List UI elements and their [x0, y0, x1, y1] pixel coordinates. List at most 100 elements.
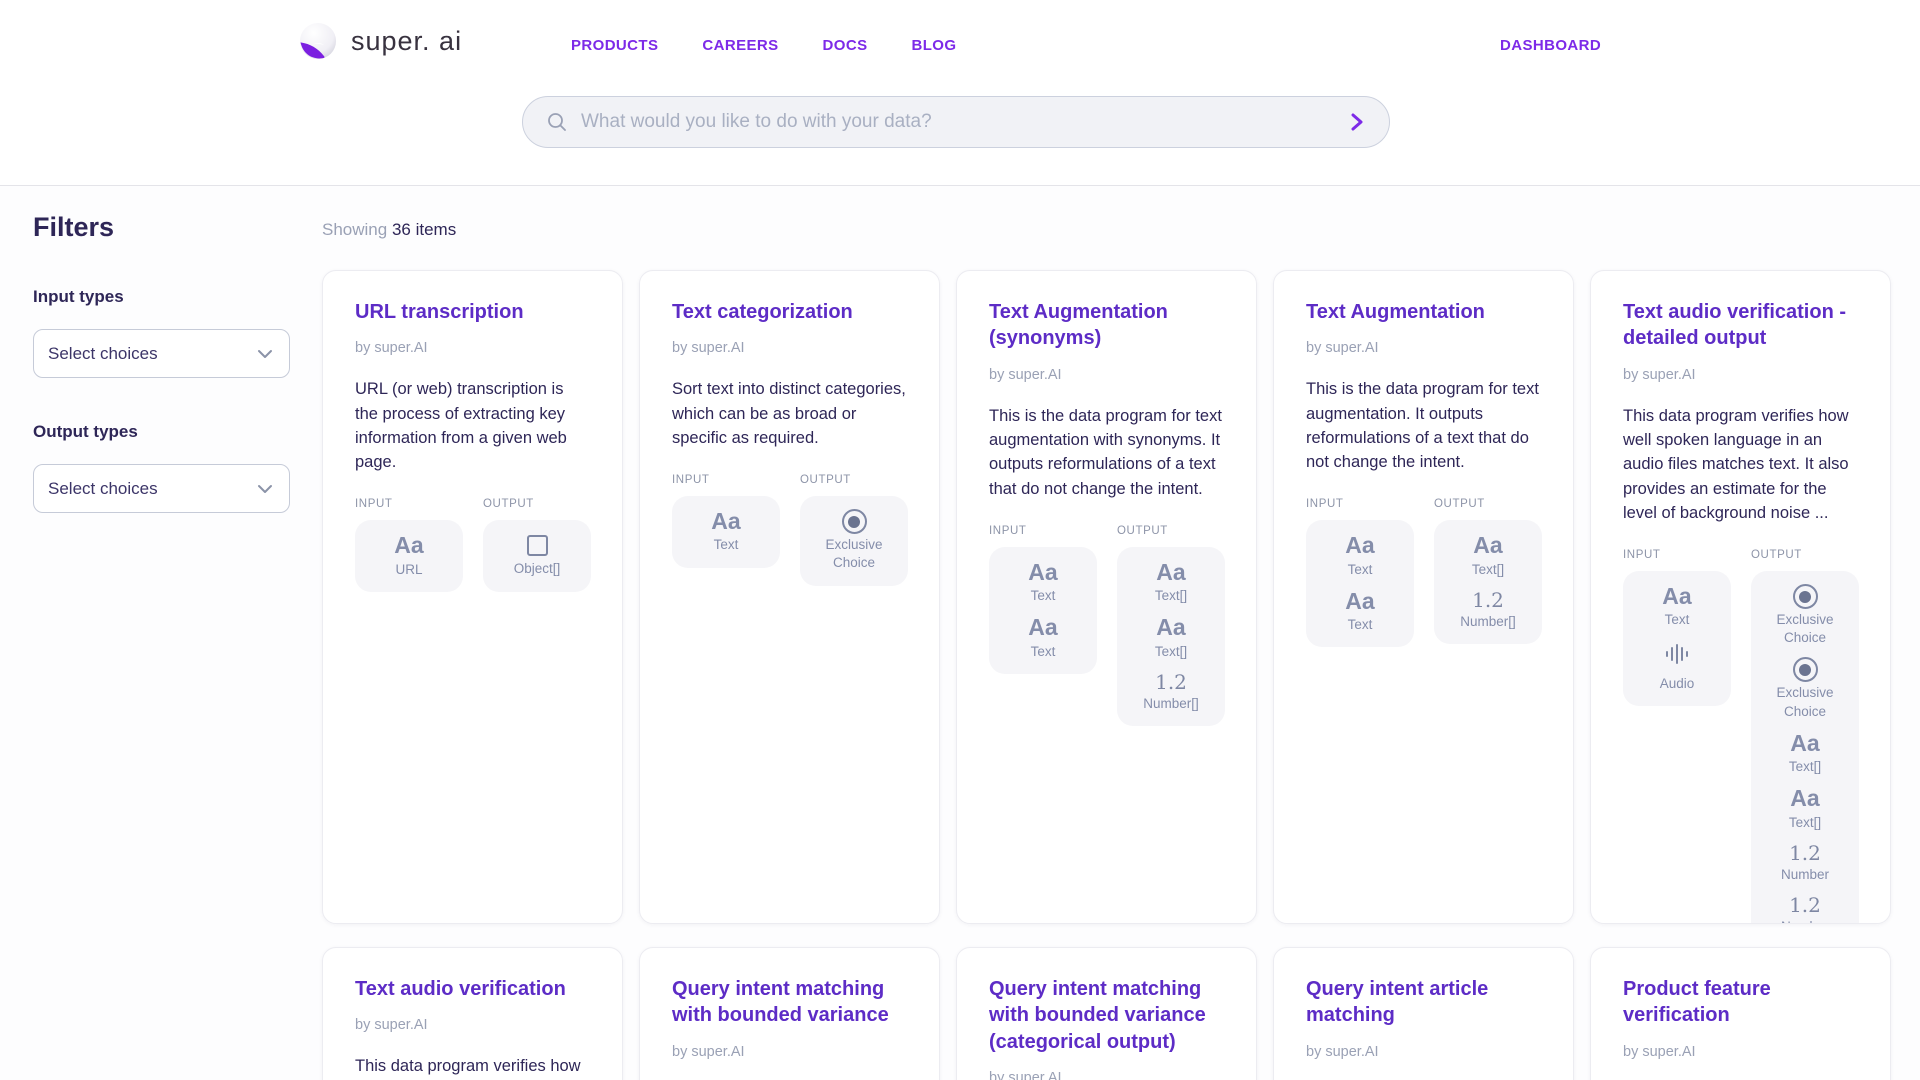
io-item-label: Text — [1347, 617, 1373, 633]
search-bar[interactable] — [522, 96, 1390, 148]
program-card[interactable]: Query intent article matching by super.A… — [1273, 947, 1574, 1080]
card-author: by super.AI — [355, 340, 428, 357]
card-title[interactable]: Text audio verification - detailed outpu… — [1623, 301, 1846, 350]
text-icon: Aa — [394, 532, 424, 559]
io-item: Exclusive Choice — [1759, 657, 1851, 720]
output-label: OUTPUT — [1117, 524, 1168, 537]
nav-blog[interactable]: BLOG — [911, 37, 957, 54]
text-icon: Aa — [1028, 558, 1058, 585]
program-card[interactable]: Product feature verification by super.AI… — [1590, 947, 1891, 1080]
io-item-label: Text — [713, 537, 739, 553]
card-io: INPUT Aa URL OUTPUT Object[] — [355, 498, 591, 592]
program-card[interactable]: Text audio verification by super.AI This… — [322, 947, 623, 1080]
object-icon — [526, 535, 548, 557]
io-item-label: Number[] — [1460, 613, 1516, 629]
text-icon: Aa — [1790, 785, 1820, 812]
nav-products[interactable]: PRODUCTS — [571, 37, 659, 54]
io-item-label: Number — [1781, 918, 1829, 923]
text-icon: Aa — [1473, 532, 1503, 559]
io-item-label: Text[] — [1154, 588, 1188, 604]
card-title[interactable]: Text categorization — [672, 301, 853, 323]
io-item-label: Exclusive Choice — [1776, 685, 1834, 719]
program-card[interactable]: Query intent matching with bounded varia… — [956, 947, 1257, 1080]
output-chip: Exclusive Choice Exclusive Choice Aa Text[]… — [1751, 571, 1859, 923]
main-nav: PRODUCTS CAREERS DOCS BLOG — [571, 37, 956, 54]
program-card[interactable]: Query intent matching with bounded varia… — [639, 947, 940, 1080]
text-icon: Aa — [1028, 614, 1058, 641]
output-label: OUTPUT — [483, 498, 534, 511]
nav-dashboard[interactable]: DASHBOARD — [1500, 37, 1602, 54]
card-title[interactable]: Product feature verification — [1623, 978, 1771, 1027]
program-card[interactable]: URL transcription by super.AI URL (or we… — [322, 270, 623, 924]
card-author: by super.AI — [355, 1017, 428, 1034]
card-title[interactable]: Query intent matching with bounded varia… — [989, 978, 1206, 1053]
io-item: Aa Text — [1028, 614, 1058, 661]
text-icon: Aa — [1345, 532, 1375, 559]
io-item: 1.2 Number[] — [1143, 671, 1199, 713]
io-input-column: INPUT Aa URL — [355, 498, 463, 592]
top-bar: super. ai PRODUCTS CAREERS DOCS BLOG DAS… — [0, 0, 1920, 90]
number-icon: 1.2 — [1789, 840, 1821, 865]
card-title[interactable]: Text audio verification — [355, 978, 566, 1000]
output-types-select[interactable]: Select choices — [33, 464, 290, 513]
card-io: INPUT Aa Text Aa Text OUTPUT Aa Text[] Aa Text… — [989, 524, 1225, 727]
output-chip: Aa Text[] 1.2 Number[] — [1434, 520, 1542, 645]
output-types-select-value: Select choices — [48, 478, 158, 498]
io-item-label: Number[] — [1143, 695, 1199, 711]
io-output-column: OUTPUT Aa Text[] Aa Text[] 1.2 Number[] — [1117, 524, 1225, 727]
card-description: This data program verifies how well spok… — [355, 1057, 581, 1076]
io-item: Aa Text — [1662, 583, 1691, 630]
results-area: Showing 36 items URL transcription by su… — [322, 186, 1897, 1080]
card-author: by super.AI — [672, 340, 745, 357]
input-chip: Aa URL — [355, 520, 463, 592]
io-item: Aa Text — [1345, 588, 1374, 635]
text-icon: Aa — [711, 508, 741, 535]
io-item-label: Object[] — [513, 561, 561, 577]
input-label: INPUT — [672, 474, 710, 487]
io-item-label: Text[] — [1788, 759, 1822, 775]
io-input-column: INPUT Aa Text Audio — [1623, 549, 1731, 923]
number-icon: 1.2 — [1472, 587, 1504, 612]
io-item-label: Text — [1030, 588, 1056, 604]
exclusive-choice-icon — [1792, 584, 1818, 610]
output-chip: Exclusive Choice — [800, 496, 908, 586]
card-description: Sort text into distinct categories, whic… — [672, 380, 906, 447]
card-title[interactable]: URL transcription — [355, 301, 524, 323]
program-card[interactable]: Text Augmentation (synonyms) by super.AI… — [956, 270, 1257, 924]
text-icon: Aa — [1156, 558, 1186, 585]
io-item-label: Exclusive Choice — [825, 537, 883, 571]
io-item-label: Text — [1347, 561, 1373, 577]
card-title[interactable]: Text Augmentation (synonyms) — [989, 301, 1168, 350]
io-item: Aa Text[] — [1472, 533, 1504, 579]
card-title[interactable]: Query intent article matching — [1306, 978, 1489, 1027]
search-input[interactable] — [581, 111, 1349, 133]
nav-careers[interactable]: CAREERS — [702, 37, 779, 54]
card-title[interactable]: Text Augmentation — [1306, 301, 1485, 323]
brand-logo[interactable]: super. ai — [299, 22, 462, 60]
card-title[interactable]: Query intent matching with bounded varia… — [672, 978, 889, 1027]
exclusive-choice-icon — [841, 509, 867, 535]
io-item: Aa Text — [711, 508, 741, 555]
io-item: Aa Text[] — [1154, 558, 1188, 606]
content-area: Filters Input types Select choices Outpu… — [0, 186, 1920, 1080]
card-description: This is the data program for text augmen… — [989, 406, 1222, 498]
program-card[interactable]: Text audio verification - detailed outpu… — [1590, 270, 1891, 924]
chevron-right-icon — [1351, 113, 1363, 131]
io-item-label: Text[] — [1154, 643, 1188, 659]
search-submit-button[interactable] — [1349, 113, 1365, 131]
program-card[interactable]: Text Augmentation by super.AI This is th… — [1273, 270, 1574, 924]
io-item: Aa Text[] — [1154, 614, 1188, 661]
card-description: This data program verifies how well spok… — [1623, 406, 1849, 522]
results-count: Showing 36 items — [322, 220, 1897, 240]
io-item: Audio — [1660, 640, 1694, 693]
io-item: Object[] — [513, 533, 561, 578]
brand-wordmark: super. ai — [351, 25, 463, 56]
nav-docs[interactable]: DOCS — [822, 37, 868, 54]
text-icon: Aa — [1156, 614, 1186, 641]
text-icon: Aa — [1790, 729, 1820, 756]
card-io: INPUT Aa Text Aa Text OUTPUT Aa Text[] 1.2 Num… — [1306, 498, 1542, 648]
filter-label-output-types: Output types — [33, 422, 138, 441]
exclusive-choice-icon — [1792, 657, 1818, 683]
input-types-select[interactable]: Select choices — [33, 329, 290, 378]
program-card[interactable]: Text categorization by super.AI Sort tex… — [639, 270, 940, 924]
